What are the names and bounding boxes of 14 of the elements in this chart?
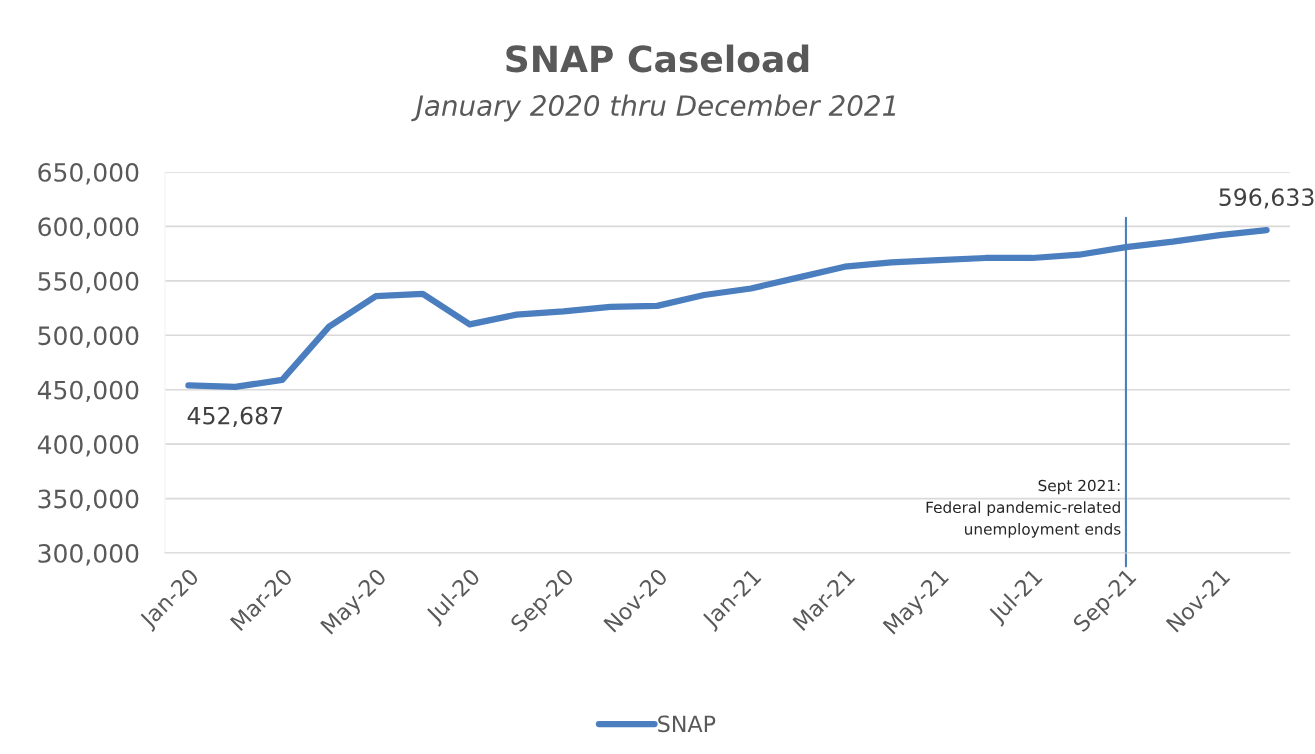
y-tick-label: 350,000 (38, 489, 139, 511)
ref-line-label: Sept 2021: Federal pandemic-related unemployment ends (926, 479, 1121, 538)
data-label: 452,687 (187, 406, 283, 427)
data-label: 596,633 (1219, 188, 1314, 209)
y-tick-label: 650,000 (38, 162, 139, 185)
chart-subtitle: January 2020 thru December 2021 (411, 94, 896, 122)
y-tick-label: 400,000 (37, 435, 139, 457)
y-tick-label: 600,000 (38, 217, 139, 239)
y-tick-label: 300,000 (38, 543, 139, 566)
chart-title: SNAP Caseload (506, 44, 809, 73)
y-tick-label: 450,000 (37, 380, 139, 403)
legend-label: SNAP (658, 715, 716, 733)
y-tick-label: 500,000 (38, 326, 139, 348)
y-tick-label: 550,000 (38, 271, 139, 294)
